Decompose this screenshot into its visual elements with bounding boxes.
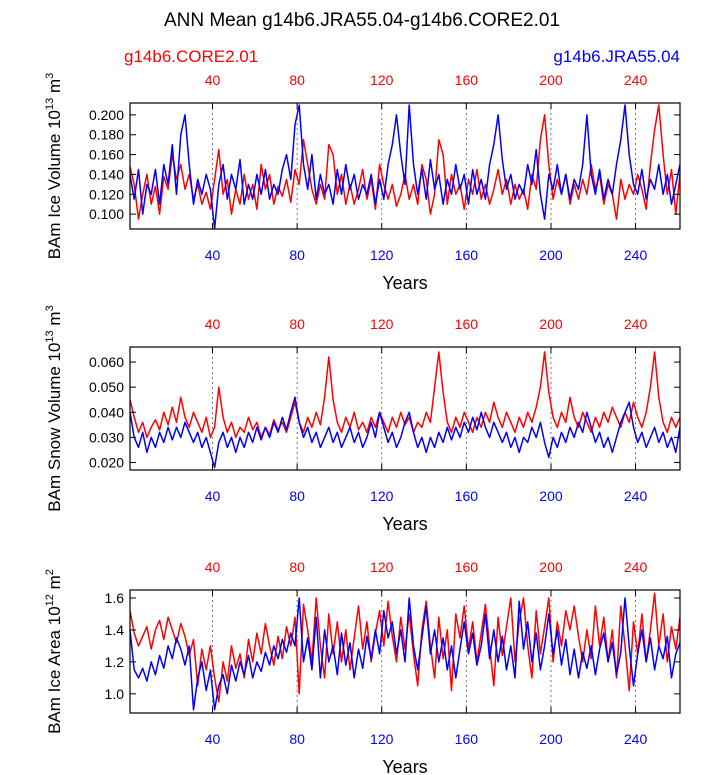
x-tick-label-bottom: 40 bbox=[205, 488, 221, 504]
x-tick-label-bottom: 40 bbox=[205, 731, 221, 747]
x-tick-label-bottom: 80 bbox=[289, 488, 305, 504]
series-line-core2 bbox=[130, 104, 680, 220]
y-axis-title: BAm Snow Volume 1013 m3 bbox=[44, 305, 64, 511]
chart-title: ANN Mean g14b6.JRA55.04-g14b6.CORE2.01 bbox=[164, 10, 560, 31]
series-line-jra55 bbox=[130, 104, 680, 229]
series-line-jra55 bbox=[130, 396, 680, 469]
x-tick-label-bottom: 240 bbox=[624, 731, 648, 747]
panels-group: 0.100 0.120 0.140 0.160 0.180 0.200 40 40 80 80 12… bbox=[44, 72, 681, 775]
y-tick-label: 0.160 bbox=[89, 147, 124, 163]
x-tick-label-top: 160 bbox=[455, 72, 479, 88]
plot-frame bbox=[129, 589, 681, 714]
x-tick-label-top: 120 bbox=[370, 316, 394, 332]
series-line-jra55 bbox=[130, 597, 680, 711]
y-tick-label: 1.4 bbox=[105, 622, 125, 638]
plot-frame bbox=[129, 346, 681, 471]
x-tick-label-top: 200 bbox=[539, 72, 563, 88]
y-tick-label: 0.020 bbox=[89, 454, 124, 470]
x-tick-label-top: 200 bbox=[539, 559, 563, 575]
x-tick-label-bottom: 80 bbox=[289, 247, 305, 263]
x-tick-label-top: 240 bbox=[624, 559, 648, 575]
y-tick-label: 0.180 bbox=[89, 127, 124, 143]
panel-ice-volume: 0.100 0.120 0.140 0.160 0.180 0.200 40 40 80 80 12… bbox=[44, 72, 681, 293]
x-tick-label-top: 40 bbox=[205, 72, 221, 88]
x-axis-title: Years bbox=[382, 757, 427, 775]
x-tick-label-top: 240 bbox=[624, 316, 648, 332]
y-tick-label: 0.040 bbox=[89, 404, 124, 420]
y-tick-label: 0.050 bbox=[89, 379, 124, 395]
x-tick-label-bottom: 80 bbox=[289, 731, 305, 747]
x-tick-label-top: 40 bbox=[205, 559, 221, 575]
x-tick-label-top: 120 bbox=[370, 72, 394, 88]
x-tick-label-top: 40 bbox=[205, 316, 221, 332]
x-tick-label-top: 160 bbox=[455, 316, 479, 332]
y-axis-title: BAm Ice Area 1012 m2 bbox=[44, 569, 64, 734]
y-tick-label: 1.0 bbox=[105, 686, 125, 702]
y-tick-label: 0.120 bbox=[89, 186, 124, 202]
x-tick-label-bottom: 160 bbox=[455, 247, 479, 263]
x-tick-label-bottom: 40 bbox=[205, 247, 221, 263]
y-tick-label: 0.140 bbox=[89, 166, 124, 182]
panel-ice-area: 1.0 1.2 1.4 1.6 40 40 80 80 120 120 160 160 200 200 24… bbox=[44, 559, 681, 775]
x-tick-label-bottom: 200 bbox=[539, 247, 563, 263]
x-tick-label-bottom: 160 bbox=[455, 488, 479, 504]
x-tick-label-top: 160 bbox=[455, 559, 479, 575]
x-axis-title: Years bbox=[382, 273, 427, 293]
y-tick-label: 0.100 bbox=[89, 206, 124, 222]
y-tick-label: 1.2 bbox=[105, 654, 125, 670]
x-tick-label-bottom: 240 bbox=[624, 247, 648, 263]
legend-left-label: g14b6.CORE2.01 bbox=[124, 47, 258, 66]
y-tick-label: 0.030 bbox=[89, 429, 124, 445]
x-tick-label-top: 240 bbox=[624, 72, 648, 88]
y-tick-label: 0.060 bbox=[89, 354, 124, 370]
panel-snow-volume: 0.020 0.030 0.040 0.050 0.060 40 40 80 80 120 120 1… bbox=[44, 305, 681, 534]
y-axis-title: BAm Ice Volume 1013 m3 bbox=[44, 73, 64, 260]
x-tick-label-bottom: 120 bbox=[370, 488, 394, 504]
plot-frame bbox=[129, 102, 681, 230]
x-tick-label-bottom: 160 bbox=[455, 731, 479, 747]
legend-right-label: g14b6.JRA55.04 bbox=[553, 47, 680, 66]
x-tick-label-top: 120 bbox=[370, 559, 394, 575]
x-tick-label-top: 80 bbox=[289, 72, 305, 88]
y-tick-label: 1.6 bbox=[105, 590, 125, 606]
x-tick-label-top: 200 bbox=[539, 316, 563, 332]
x-tick-label-bottom: 120 bbox=[370, 247, 394, 263]
x-tick-label-bottom: 240 bbox=[624, 488, 648, 504]
x-tick-label-top: 80 bbox=[289, 559, 305, 575]
x-tick-label-bottom: 120 bbox=[370, 731, 394, 747]
x-tick-label-top: 80 bbox=[289, 316, 305, 332]
y-tick-label: 0.200 bbox=[89, 107, 124, 123]
x-tick-label-bottom: 200 bbox=[539, 731, 563, 747]
x-axis-title: Years bbox=[382, 514, 427, 534]
x-tick-label-bottom: 200 bbox=[539, 488, 563, 504]
series-line-core2 bbox=[130, 592, 680, 703]
